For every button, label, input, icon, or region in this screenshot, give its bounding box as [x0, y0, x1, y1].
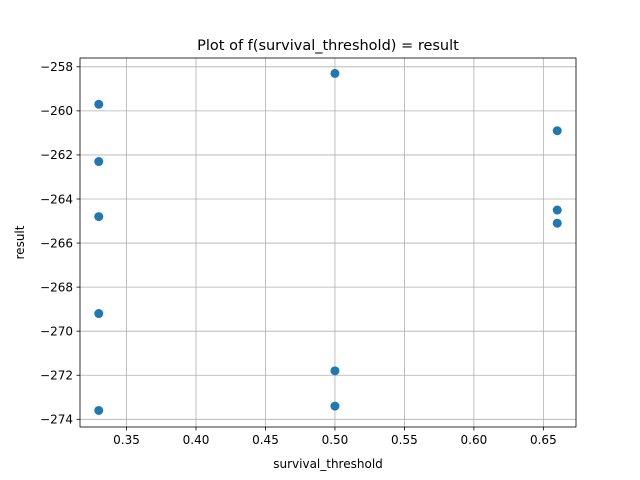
data-point — [330, 68, 340, 78]
y-axis-ticks: −258 −260 −262 −264 −266 −268 −270 −272 −274 — [40, 60, 80, 427]
data-point — [552, 205, 562, 215]
y-tick-label: −272 — [40, 369, 73, 383]
data-points — [94, 68, 562, 415]
data-point — [94, 99, 104, 109]
chart-title: Plot of f(survival_threshold) = result — [197, 38, 459, 54]
x-axis-title: survival_threshold — [273, 457, 383, 471]
y-tick-label: −260 — [40, 104, 73, 118]
y-tick-label: −262 — [40, 148, 73, 162]
data-point — [330, 401, 340, 411]
x-tick-label: 0.65 — [530, 433, 557, 447]
plot-area-frame — [79, 57, 577, 428]
x-tick-label: 0.45 — [252, 433, 279, 447]
y-axis-title: result — [13, 225, 27, 259]
data-point — [552, 218, 562, 228]
x-tick-label: 0.50 — [322, 433, 349, 447]
x-tick-label: 0.40 — [183, 433, 210, 447]
x-tick-label: 0.55 — [391, 433, 418, 447]
x-axis-ticks: 0.35 0.40 0.45 0.50 0.55 0.60 0.65 — [113, 427, 557, 447]
data-point — [94, 212, 104, 222]
y-tick-label: −264 — [40, 192, 73, 206]
grid — [80, 58, 576, 427]
y-tick-label: −274 — [40, 413, 73, 427]
x-tick-label: 0.60 — [461, 433, 488, 447]
data-point — [330, 366, 340, 376]
data-point — [94, 309, 104, 319]
x-tick-label: 0.35 — [113, 433, 140, 447]
data-point — [94, 157, 104, 167]
data-point — [94, 405, 104, 415]
y-tick-label: −258 — [40, 60, 73, 74]
data-point — [552, 126, 562, 136]
y-tick-label: −270 — [40, 324, 73, 338]
y-tick-label: −268 — [40, 280, 73, 294]
y-tick-label: −266 — [40, 236, 73, 250]
